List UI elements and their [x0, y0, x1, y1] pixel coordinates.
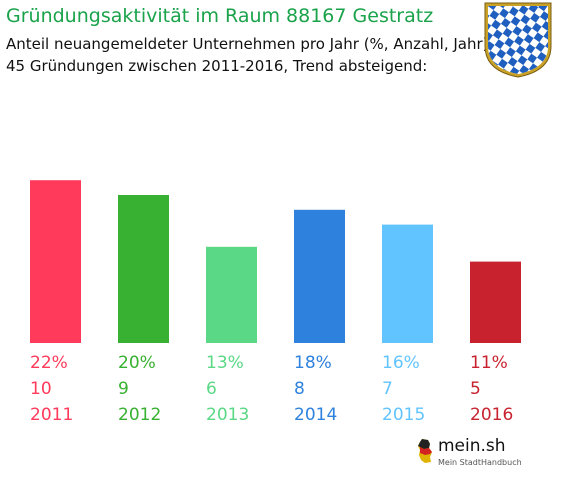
percent-label-2012: 20%	[118, 353, 156, 373]
bar-2014	[294, 209, 345, 343]
percent-label-2014: 18%	[294, 353, 332, 373]
count-label-2016: 5	[470, 379, 481, 399]
year-label-2012: 2012	[118, 405, 161, 425]
percent-label-2015: 16%	[382, 353, 420, 373]
chart-summary: 45 Gründungen zwischen 2011-2016, Trend …	[6, 57, 428, 75]
percent-label-2011: 22%	[30, 353, 68, 373]
germany-map-logo-icon	[418, 439, 432, 463]
bar-2016	[470, 261, 521, 343]
bar-2013	[206, 246, 257, 343]
year-label-2011: 2011	[30, 405, 73, 425]
count-label-2012: 9	[118, 379, 129, 399]
count-label-2011: 10	[30, 379, 52, 399]
chart-title: Gründungsaktivität im Raum 88167 Gestrat…	[6, 5, 434, 27]
bar-2011	[30, 180, 81, 343]
bar-2012	[118, 195, 169, 343]
brand-name: mein.sh	[438, 436, 506, 456]
year-label-2013: 2013	[206, 405, 249, 425]
bar-2015	[382, 224, 433, 343]
bavarian-lozenge-crest-icon	[484, 2, 552, 78]
count-label-2015: 7	[382, 379, 393, 399]
brand-tagline: Mein StadtHandbuch	[438, 458, 522, 467]
year-label-2016: 2016	[470, 405, 513, 425]
percent-label-2013: 13%	[206, 353, 244, 373]
brand-badge[interactable]: mein.sh Mein StadtHandbuch	[408, 432, 528, 472]
percent-label-2016: 11%	[470, 353, 508, 373]
count-label-2013: 6	[206, 379, 217, 399]
year-label-2014: 2014	[294, 405, 337, 425]
year-label-2015: 2015	[382, 405, 425, 425]
count-label-2014: 8	[294, 379, 305, 399]
chart-subtitle: Anteil neuangemeldeter Unternehmen pro J…	[6, 35, 489, 53]
